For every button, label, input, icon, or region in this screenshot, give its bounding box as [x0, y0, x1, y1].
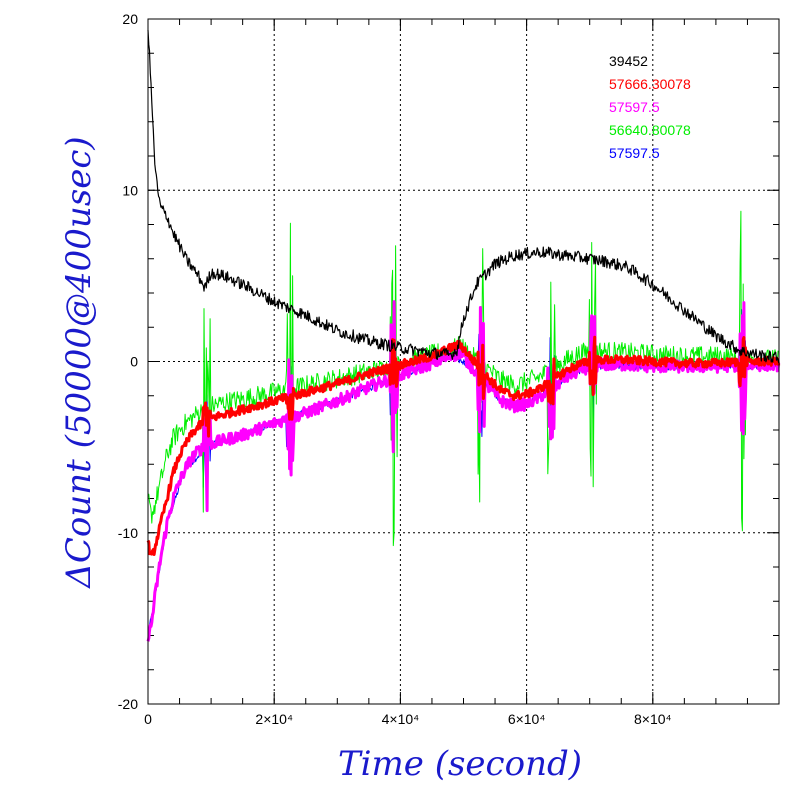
- legend-entry: 39452: [609, 53, 648, 69]
- legend-entry: 57666.30078: [609, 76, 691, 92]
- y-axis-title: ΔCount (50000@400usec): [59, 136, 99, 589]
- y-tick-label: -10: [118, 525, 138, 541]
- legend-entry: 57597.5: [609, 99, 660, 115]
- legend-entry: 56640.80078: [609, 122, 691, 138]
- x-tick-label: 4×10⁴: [382, 711, 420, 727]
- legend: 39452 57666.30078 57597.5 56640.80078 57597.…: [609, 53, 691, 161]
- y-tick-label: 0: [130, 354, 138, 370]
- series-line-3: [146, 300, 781, 642]
- y-tick-label: -20: [118, 696, 138, 712]
- y-tick-label: 10: [122, 182, 138, 198]
- x-axis-title: Time (second): [338, 744, 582, 784]
- x-tick-label: 0: [144, 711, 152, 727]
- legend-entry: 57597.5: [609, 145, 660, 161]
- x-tick-label: 8×10⁴: [634, 711, 672, 727]
- y-tick-label: 20: [122, 11, 138, 27]
- x-tick-label: 6×10⁴: [508, 711, 546, 727]
- minor-ticks: [147, 18, 780, 705]
- grid-lines: [148, 19, 779, 704]
- plot-border: [147, 18, 780, 705]
- series-line-1: [147, 29, 780, 363]
- x-tick-label: 2×10⁴: [255, 711, 293, 727]
- tick-labels: 0 2×10⁴ 4×10⁴ 6×10⁴ 8×10⁴ -20 -10 0 10 20: [118, 11, 672, 727]
- series-lines: [146, 29, 781, 642]
- series-line-2: [146, 335, 781, 556]
